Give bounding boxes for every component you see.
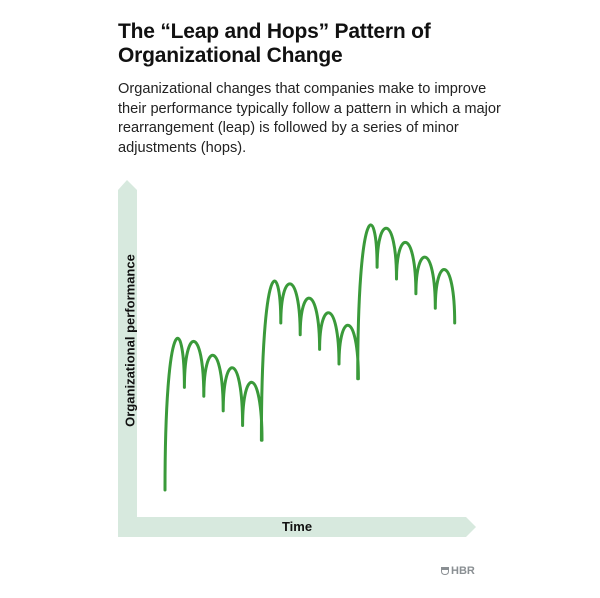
chart-subtitle: Organizational changes that companies ma… <box>118 81 501 156</box>
performance-line <box>163 223 457 492</box>
brand-logo: HBR <box>441 565 475 577</box>
brand-text: HBR <box>451 565 475 577</box>
x-axis-arrow <box>118 517 476 537</box>
chart-title: The “Leap and Hops” Pattern of Organizat… <box>118 20 431 67</box>
y-axis-label: Organizational performance <box>122 254 138 427</box>
x-axis-label: Time <box>281 519 313 534</box>
shield-icon <box>441 567 449 575</box>
y-axis-arrow <box>118 180 137 536</box>
